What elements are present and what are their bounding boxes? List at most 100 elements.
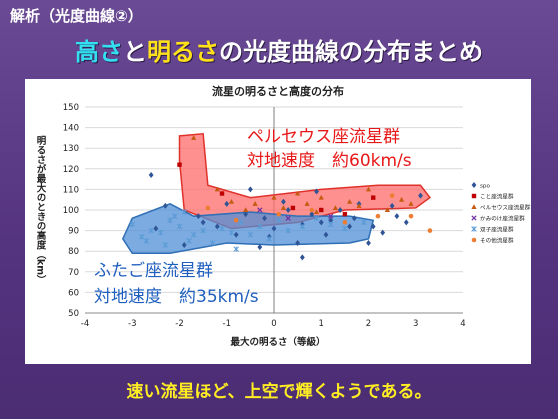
section-label: 解析（光度曲線②） <box>10 7 143 25</box>
annotation-geminids-speed: 対地速度 約35km/s <box>94 287 259 307</box>
x-tick-label: 3 <box>413 319 418 329</box>
legend-marker <box>471 226 477 232</box>
data-point <box>200 219 206 226</box>
data-point <box>313 215 320 221</box>
x-axis-title: 最大の明るさ（等級） <box>230 336 325 348</box>
x-tick-label: -4 <box>81 319 89 329</box>
data-point <box>309 207 315 213</box>
data-point <box>389 193 395 198</box>
data-point <box>295 239 301 246</box>
legend-marker <box>471 193 477 199</box>
data-point <box>162 242 169 248</box>
data-point <box>200 227 206 234</box>
annotation-geminids-name: ふたご座流星群 <box>94 261 213 281</box>
data-point <box>290 205 296 211</box>
legend-label: ペルセウス座流星群 <box>480 204 531 212</box>
data-point <box>342 225 348 232</box>
data-point <box>148 171 154 178</box>
data-point <box>153 225 159 232</box>
slide-title: 高さと明るさの光度曲線の分布まとめ <box>0 32 558 67</box>
x-tick-label: 1 <box>319 319 324 329</box>
data-point <box>418 192 423 199</box>
data-point-stroke <box>471 215 477 221</box>
y-tick-label: 80 <box>68 247 79 257</box>
data-point <box>271 194 277 200</box>
data-point <box>252 201 258 206</box>
data-point <box>295 190 301 196</box>
data-point <box>148 227 154 234</box>
data-point <box>366 239 371 246</box>
data-point <box>280 205 287 210</box>
data-point <box>162 202 168 209</box>
data-point <box>224 200 230 207</box>
data-point <box>196 213 201 220</box>
geminids-region <box>121 202 375 255</box>
data-point <box>365 186 372 192</box>
data-point <box>318 194 324 200</box>
data-point <box>285 215 291 221</box>
data-point <box>370 223 376 230</box>
data-point <box>275 217 282 224</box>
data-point <box>214 186 220 192</box>
data-point <box>427 228 433 233</box>
data-point <box>337 207 343 213</box>
chart-container: 流星の明るさと高度の分布 50 60 70 80 90 100 110 120 130 140 150… <box>25 79 531 364</box>
y-tick-label: 100 <box>63 206 79 216</box>
title-part-brightness: 明るさ <box>147 38 219 66</box>
data-point <box>408 201 414 206</box>
data-point <box>257 207 263 213</box>
data-point <box>247 231 254 238</box>
data-point <box>205 205 211 211</box>
scatter-chart: 流星の明るさと高度の分布5060708090100110120130140150… <box>35 84 531 348</box>
data-point <box>328 213 334 219</box>
x-tick-label: -1 <box>223 319 231 329</box>
annotation-perseids-name: ペルセウス座流星群 <box>247 127 400 147</box>
y-tick-label: 120 <box>63 165 79 175</box>
data-point <box>299 223 306 230</box>
data-point <box>228 198 235 204</box>
data-point <box>398 196 405 202</box>
legend-label: こと座流星群 <box>480 193 514 201</box>
data-point <box>181 209 187 215</box>
data-point <box>233 231 239 238</box>
data-point <box>243 207 249 212</box>
data-point <box>281 198 286 205</box>
x-tick-label: -3 <box>128 319 136 329</box>
legend-marker <box>471 182 477 188</box>
y-tick-label: 150 <box>63 103 79 113</box>
data-point <box>356 203 362 208</box>
data-point <box>177 162 182 167</box>
data-point <box>276 211 282 217</box>
x-tick-label: 0 <box>271 319 276 329</box>
x-tick-label: 4 <box>460 319 465 329</box>
y-tick-label: 130 <box>63 144 79 154</box>
data-point <box>257 244 263 251</box>
y-tick-label: 70 <box>68 268 79 278</box>
data-point <box>190 231 197 238</box>
data-point <box>266 236 273 242</box>
data-point <box>361 219 367 226</box>
y-tick-label: 50 <box>68 309 79 319</box>
x-tick-label: -2 <box>175 319 183 329</box>
data-point <box>375 213 381 219</box>
data-point <box>247 186 253 193</box>
data-point <box>233 218 239 223</box>
y-tick-label: 90 <box>68 227 79 237</box>
data-point <box>384 207 390 212</box>
data-point <box>262 215 267 222</box>
title-part-rest: の光度曲線の分布まとめ <box>219 38 483 66</box>
data-point <box>172 213 178 219</box>
legend-marker <box>471 204 477 209</box>
data-point-stroke <box>285 215 291 221</box>
legend-label: かみのけ座流星群 <box>480 215 525 223</box>
x-tick-label: 2 <box>366 319 371 329</box>
data-point <box>327 221 334 228</box>
data-point <box>238 219 244 226</box>
data-point <box>186 238 192 244</box>
data-point <box>257 223 263 230</box>
y-tick-label: 140 <box>63 124 79 134</box>
y-axis-title: 明るさが最大のときの高度（km） <box>35 135 48 284</box>
data-point <box>214 223 220 230</box>
data-point-stroke <box>328 213 334 219</box>
data-point <box>332 205 339 210</box>
